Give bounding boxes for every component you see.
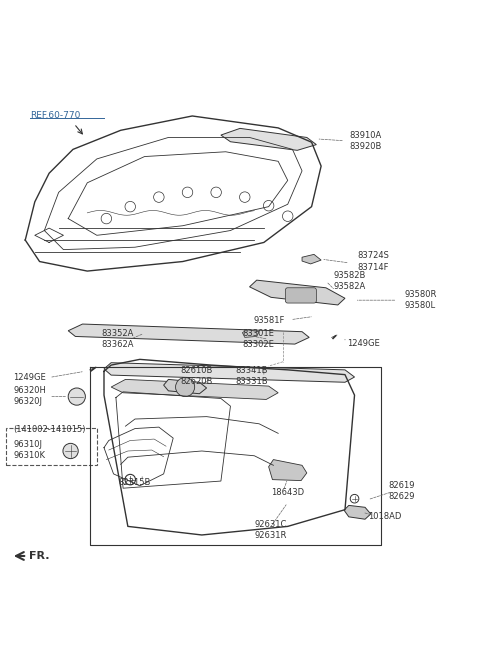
Circle shape	[282, 211, 293, 221]
Circle shape	[63, 444, 78, 458]
Circle shape	[176, 378, 195, 397]
Circle shape	[125, 201, 135, 212]
Text: 82619
82629: 82619 82629	[388, 481, 414, 501]
Text: FR.: FR.	[29, 551, 49, 561]
Text: 1018AD: 1018AD	[368, 513, 401, 521]
Polygon shape	[111, 379, 278, 399]
Circle shape	[211, 187, 221, 197]
Circle shape	[240, 192, 250, 203]
Text: (141002-141015): (141002-141015)	[13, 425, 86, 435]
Text: 83352A
83362A: 83352A 83362A	[102, 329, 134, 350]
Text: 96310J
96310K: 96310J 96310K	[13, 440, 45, 460]
Circle shape	[350, 495, 359, 503]
Text: 92631C
92631R: 92631C 92631R	[254, 520, 287, 540]
Text: 83910A
83920B: 83910A 83920B	[350, 131, 382, 151]
Text: 82610B
82620B: 82610B 82620B	[180, 366, 213, 386]
Polygon shape	[344, 505, 371, 519]
Circle shape	[182, 187, 193, 197]
Text: 83301E
83302E: 83301E 83302E	[242, 329, 274, 350]
Text: 83724S
83714F: 83724S 83714F	[357, 252, 389, 272]
Text: 93580R
93580L: 93580R 93580L	[405, 290, 437, 310]
FancyBboxPatch shape	[285, 288, 316, 303]
Polygon shape	[164, 379, 206, 394]
Text: 93582B
93582A: 93582B 93582A	[333, 270, 365, 291]
Circle shape	[264, 201, 274, 211]
Polygon shape	[104, 363, 355, 382]
Polygon shape	[269, 460, 307, 480]
Text: 18643D: 18643D	[271, 488, 304, 497]
Polygon shape	[302, 254, 321, 264]
Circle shape	[68, 388, 85, 405]
Text: 96320H
96320J: 96320H 96320J	[13, 386, 46, 406]
Polygon shape	[221, 128, 316, 150]
Polygon shape	[242, 329, 259, 338]
Polygon shape	[68, 324, 309, 344]
Text: 1249GE: 1249GE	[348, 339, 380, 348]
Text: 83341B
83331B: 83341B 83331B	[235, 366, 268, 386]
Text: REF.60-770: REF.60-770	[30, 111, 80, 119]
Circle shape	[101, 213, 112, 224]
Text: 1249GE: 1249GE	[13, 372, 46, 382]
Polygon shape	[250, 280, 345, 305]
Circle shape	[154, 192, 164, 203]
Circle shape	[125, 474, 135, 485]
Text: 93581F: 93581F	[254, 316, 285, 325]
Text: 82315B: 82315B	[118, 478, 151, 487]
